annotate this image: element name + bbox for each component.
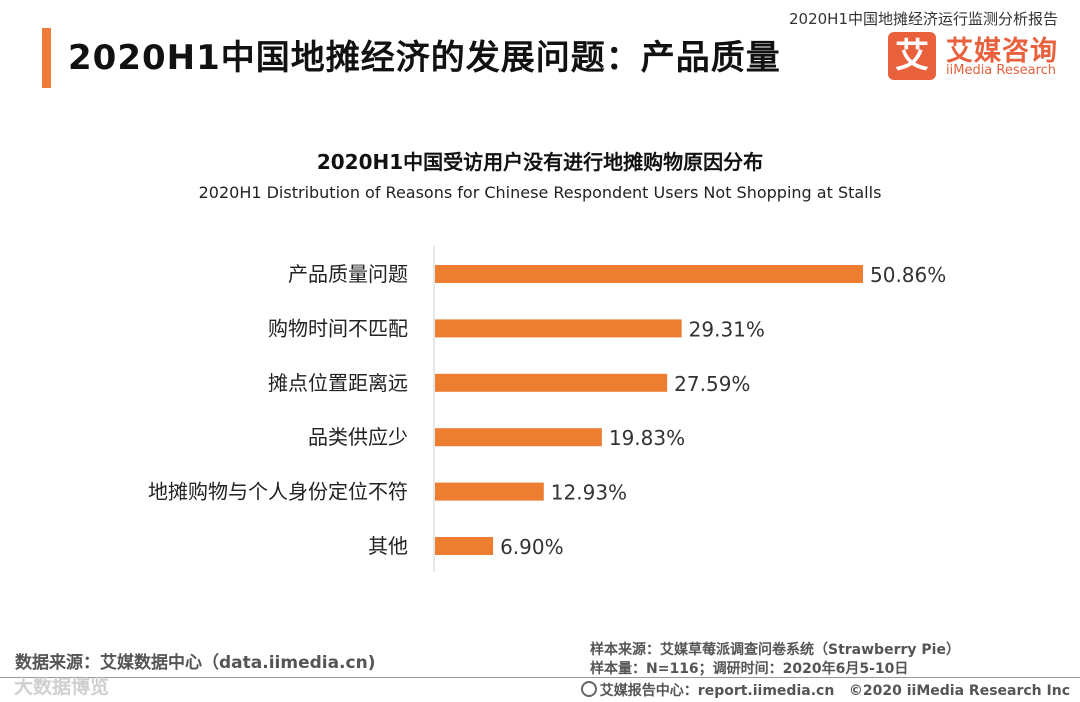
value-label: 50.86% bbox=[870, 263, 946, 287]
page-title: 2020H1中国地摊经济的发展问题：产品质量 bbox=[68, 38, 781, 78]
category-label: 产品质量问题 bbox=[288, 262, 408, 286]
footer-credits: 艾媒报告中心：report.iimedia.cn ©2020 iiMedia R… bbox=[580, 680, 1070, 700]
watermark: 大数据博览 bbox=[14, 676, 110, 698]
bar bbox=[435, 428, 602, 447]
footer-divider bbox=[0, 677, 1080, 678]
bar bbox=[435, 373, 668, 392]
chart-subtitle: 2020H1 Distribution of Reasons for Chine… bbox=[198, 183, 882, 202]
title-accent-bar bbox=[42, 28, 51, 88]
logo-en-text: iiMedia Research bbox=[946, 63, 1057, 78]
value-label: 19.83% bbox=[609, 426, 685, 450]
value-label: 6.90% bbox=[500, 535, 564, 559]
data-source: 数据来源：艾媒数据中心（data.iimedia.cn) bbox=[15, 653, 376, 673]
iimedia-logo: 艾 艾媒咨询 iiMedia Research bbox=[888, 32, 1068, 82]
logo-cn-text: 艾媒咨询 bbox=[946, 36, 1058, 67]
category-label: 其他 bbox=[368, 534, 408, 558]
chart-title: 2020H1中国受访用户没有进行地摊购物原因分布 bbox=[316, 150, 764, 174]
sample-source: 样本来源：艾媒草莓派调查问卷系统（Strawberry Pie） bbox=[590, 642, 960, 658]
bar bbox=[435, 319, 682, 338]
category-label: 购物时间不匹配 bbox=[268, 316, 408, 340]
value-label: 29.31% bbox=[689, 317, 765, 341]
bar bbox=[435, 537, 494, 555]
bar bbox=[435, 482, 544, 501]
report-name: 2020H1中国地摊经济运行监测分析报告 bbox=[789, 10, 1058, 28]
copyright: ©2020 iiMedia Research Inc bbox=[848, 683, 1070, 699]
category-label: 品类供应少 bbox=[308, 425, 408, 449]
value-label: 12.93% bbox=[551, 481, 627, 505]
category-label: 地摊购物与个人身份定位不符 bbox=[148, 480, 408, 504]
globe-icon bbox=[580, 681, 597, 697]
value-label: 27.59% bbox=[674, 372, 750, 396]
category-label: 摊点位置距离远 bbox=[268, 371, 408, 395]
logo-mark: 艾 bbox=[888, 32, 936, 80]
bar bbox=[435, 265, 863, 283]
report-center: 艾媒报告中心：report.iimedia.cn bbox=[599, 683, 835, 699]
sample-info: 样本量：N=116；调研时间：2020年6月5-10日 bbox=[590, 661, 909, 677]
